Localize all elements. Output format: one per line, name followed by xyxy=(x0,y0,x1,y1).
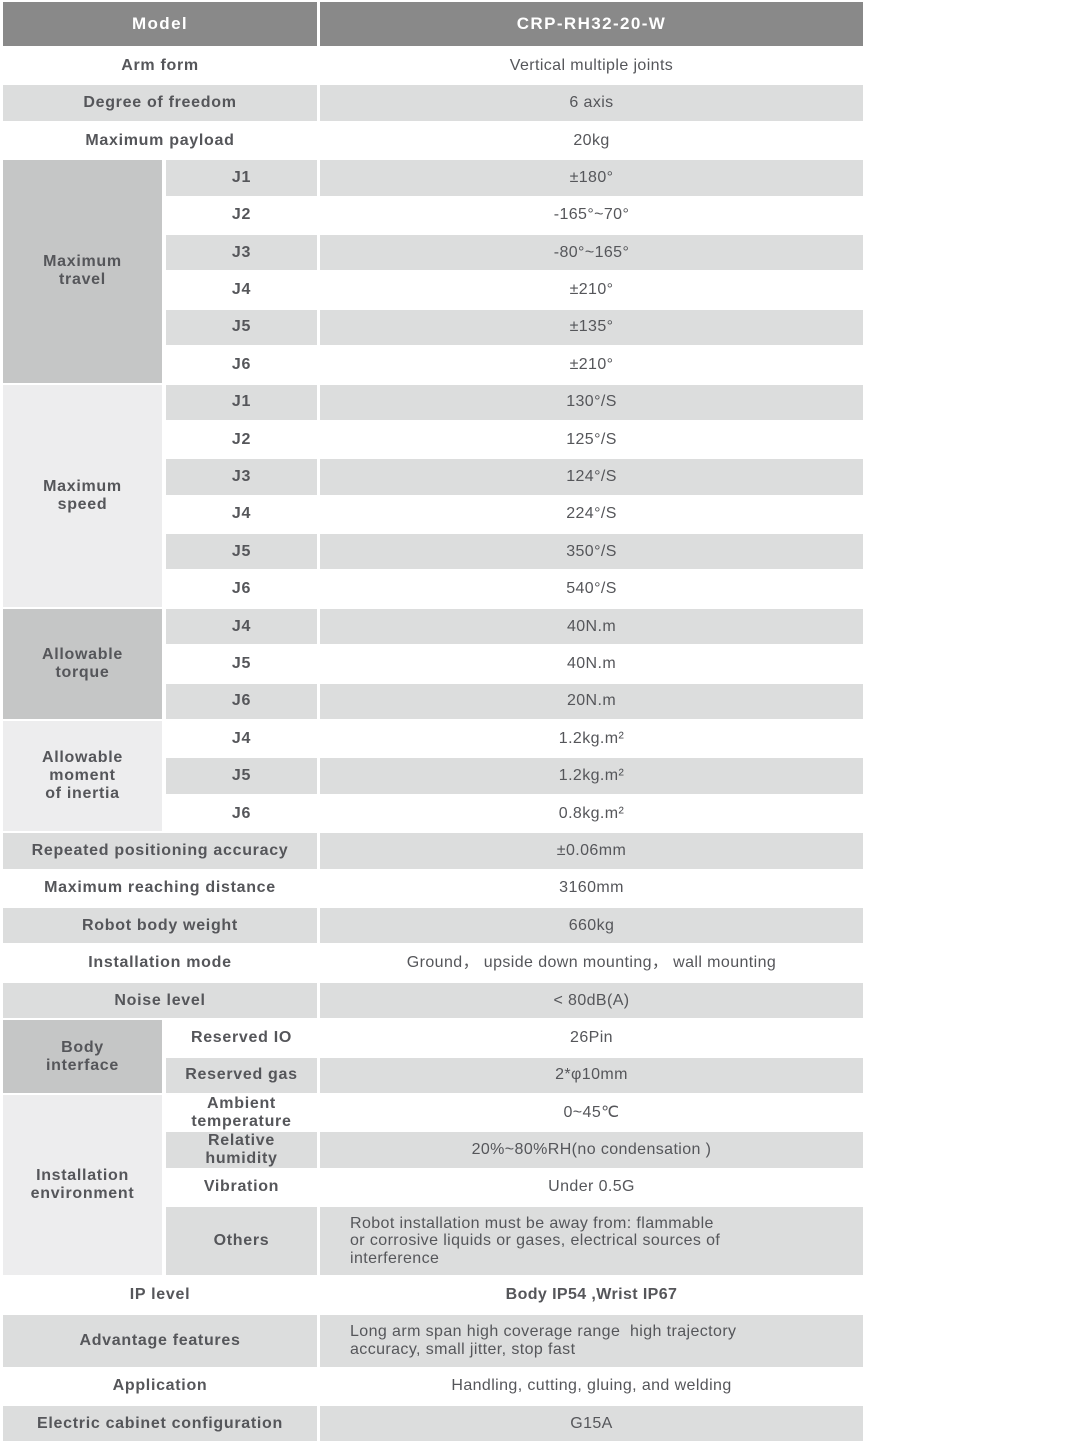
ip-level-label: IP level xyxy=(3,1277,317,1315)
speed-j3-value: 124°/S xyxy=(320,459,863,497)
advantage-features-label: Advantage features xyxy=(3,1314,317,1369)
reserved-gas-value: 2*φ10mm xyxy=(320,1057,863,1095)
travel-j6-value: ±210° xyxy=(320,347,863,385)
torque-j4-label: J4 xyxy=(166,608,317,647)
inertia-j5-label: J5 xyxy=(166,758,317,796)
body-interface-group-label: Body interface xyxy=(3,1020,162,1095)
maximum-payload-label: Maximum payload xyxy=(3,122,317,161)
installation-environment-group-label: Installation environment xyxy=(3,1094,162,1278)
vibration-label: Vibration xyxy=(166,1169,317,1208)
speed-j4-label: J4 xyxy=(166,496,317,535)
speed-j2-label: J2 xyxy=(166,421,317,460)
electric-cabinet-label: Electric cabinet configuration xyxy=(3,1405,317,1444)
installation-mode-value: Ground， upside down mounting， wall mount… xyxy=(320,945,863,983)
maximum-speed-group-label: Maximum speed xyxy=(3,384,162,609)
speed-j5-value: 350°/S xyxy=(320,534,863,572)
relative-humidity-value: 20%~80%RH(no condensation ) xyxy=(320,1132,863,1170)
torque-j4-value: 40N.m xyxy=(320,608,863,647)
positioning-accuracy-value: ±0.06mm xyxy=(320,833,863,871)
inertia-j6-label: J6 xyxy=(166,795,317,834)
torque-j5-value: 40N.m xyxy=(320,646,863,684)
model-header-value: CRP-RH32-20-W xyxy=(320,2,863,48)
travel-j3-label: J3 xyxy=(166,234,317,273)
speed-j3-label: J3 xyxy=(166,459,317,497)
reserved-io-value: 26Pin xyxy=(320,1020,863,1058)
positioning-accuracy-label: Repeated positioning accuracy xyxy=(3,833,317,871)
advantage-features-value: Long arm span high coverage range high t… xyxy=(320,1314,863,1369)
reserved-gas-label: Reserved gas xyxy=(166,1057,317,1095)
torque-j6-value: 20N.m xyxy=(320,683,863,722)
travel-j6-label: J6 xyxy=(166,347,317,385)
allowable-torque-group-label: Allowable torque xyxy=(3,608,162,722)
travel-j4-value: ±210° xyxy=(320,272,863,310)
noise-level-label: Noise level xyxy=(3,982,317,1021)
noise-level-value: < 80dB(A) xyxy=(320,982,863,1021)
inertia-j6-value: 0.8kg.m² xyxy=(320,795,863,834)
speed-j4-value: 224°/S xyxy=(320,496,863,535)
others-label: Others xyxy=(166,1207,317,1278)
others-value: Robot installation must be away from: fl… xyxy=(320,1207,863,1278)
travel-j3-value: -80°~165° xyxy=(320,234,863,273)
robot-spec-table: Model CRP-RH32-20-W Arm form Vertical mu… xyxy=(3,2,863,1444)
speed-j6-label: J6 xyxy=(166,571,317,609)
speed-j6-value: 540°/S xyxy=(320,571,863,609)
torque-j6-label: J6 xyxy=(166,683,317,722)
arm-form-value: Vertical multiple joints xyxy=(320,48,863,86)
speed-j1-value: 130°/S xyxy=(320,384,863,422)
travel-j5-label: J5 xyxy=(166,309,317,348)
arm-form-label: Arm form xyxy=(3,48,317,86)
speed-j1-label: J1 xyxy=(166,384,317,422)
ip-level-value: Body IP54 ,Wrist IP67 xyxy=(320,1277,863,1315)
body-weight-value: 660kg xyxy=(320,907,863,946)
travel-j4-label: J4 xyxy=(166,272,317,310)
travel-j5-value: ±135° xyxy=(320,309,863,348)
maximum-payload-value: 20kg xyxy=(320,122,863,161)
installation-mode-label: Installation mode xyxy=(3,945,317,983)
body-weight-label: Robot body weight xyxy=(3,907,317,946)
application-label: Application xyxy=(3,1368,317,1406)
travel-j2-value: -165°~70° xyxy=(320,197,863,235)
ambient-temperature-label: Ambient temperature xyxy=(166,1095,317,1133)
allowable-inertia-group-label: Allowable moment of inertia xyxy=(3,721,162,834)
model-header-label: Model xyxy=(3,2,317,48)
reaching-distance-value: 3160mm xyxy=(320,870,863,908)
speed-j5-label: J5 xyxy=(166,534,317,572)
degree-of-freedom-label: Degree of freedom xyxy=(3,85,317,123)
application-value: Handling, cutting, gluing, and welding xyxy=(320,1368,863,1406)
ambient-temperature-value: 0~45℃ xyxy=(320,1094,863,1133)
maximum-travel-group-label: Maximum travel xyxy=(3,160,162,385)
speed-j2-value: 125°/S xyxy=(320,421,863,460)
relative-humidity-label: Relative humidity xyxy=(166,1132,317,1170)
degree-of-freedom-value: 6 axis xyxy=(320,85,863,123)
travel-j1-value: ±180° xyxy=(320,160,863,198)
travel-j1-label: J1 xyxy=(166,160,317,198)
inertia-j5-value: 1.2kg.m² xyxy=(320,758,863,796)
reserved-io-label: Reserved IO xyxy=(166,1020,317,1058)
electric-cabinet-value: G15A xyxy=(320,1405,863,1444)
reaching-distance-label: Maximum reaching distance xyxy=(3,870,317,908)
torque-j5-label: J5 xyxy=(166,646,317,684)
inertia-j4-value: 1.2kg.m² xyxy=(320,721,863,759)
inertia-j4-label: J4 xyxy=(166,721,317,759)
travel-j2-label: J2 xyxy=(166,197,317,235)
vibration-value: Under 0.5G xyxy=(320,1169,863,1208)
